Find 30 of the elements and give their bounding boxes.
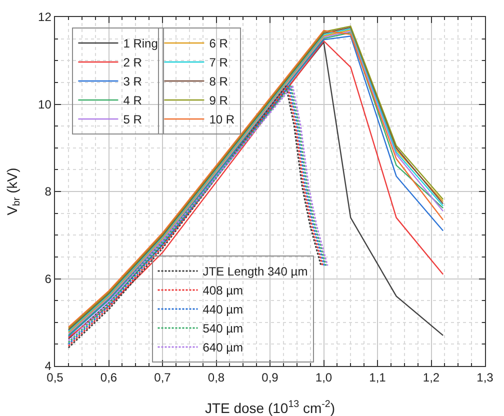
legend-label: 2 R [123, 56, 142, 70]
y-tick-label: 6 [44, 272, 52, 286]
x-tick-label: 0,8 [208, 370, 225, 385]
legend-label: JTE Length 340 µm [202, 264, 308, 279]
x-tick-label: 1,2 [422, 370, 440, 385]
legend-label: 640 µm [202, 340, 244, 355]
legend-label: 7 R [209, 56, 228, 70]
x-tick-label: 0,7 [154, 370, 172, 385]
x-tick-label: 0,5 [46, 370, 64, 385]
x-tick-label: 1,3 [476, 370, 494, 385]
x-axis-title: JTE dose (10$^{13}$ cm$^{-2}$) [204, 399, 336, 416]
legend-label: 408 µm [202, 284, 244, 298]
legend-label: 8 R [209, 74, 228, 89]
legend-label: 6 R [209, 36, 228, 51]
legend-label: 10 R [209, 112, 235, 127]
legend-label: 1 Ring [123, 36, 158, 51]
legend-label: 3 R [123, 74, 142, 89]
legend-label: 9 R [209, 94, 228, 108]
y-tick-label: 8 [44, 184, 52, 199]
y-tick-label: 10 [38, 97, 52, 112]
y-tick-label: 4 [44, 359, 52, 374]
x-tick-label: 0,9 [262, 370, 279, 385]
y-tick-label: 12 [38, 10, 52, 24]
x-tick-label: 1,1 [369, 370, 386, 385]
x-tick-label: 0,6 [100, 370, 118, 385]
legend-label: 440 µm [202, 302, 244, 317]
legend-label: 540 µm [202, 322, 244, 336]
legend-label: 4 R [123, 94, 142, 108]
x-tick-label: 1,0 [315, 370, 332, 385]
legend-label: 5 R [123, 112, 142, 127]
